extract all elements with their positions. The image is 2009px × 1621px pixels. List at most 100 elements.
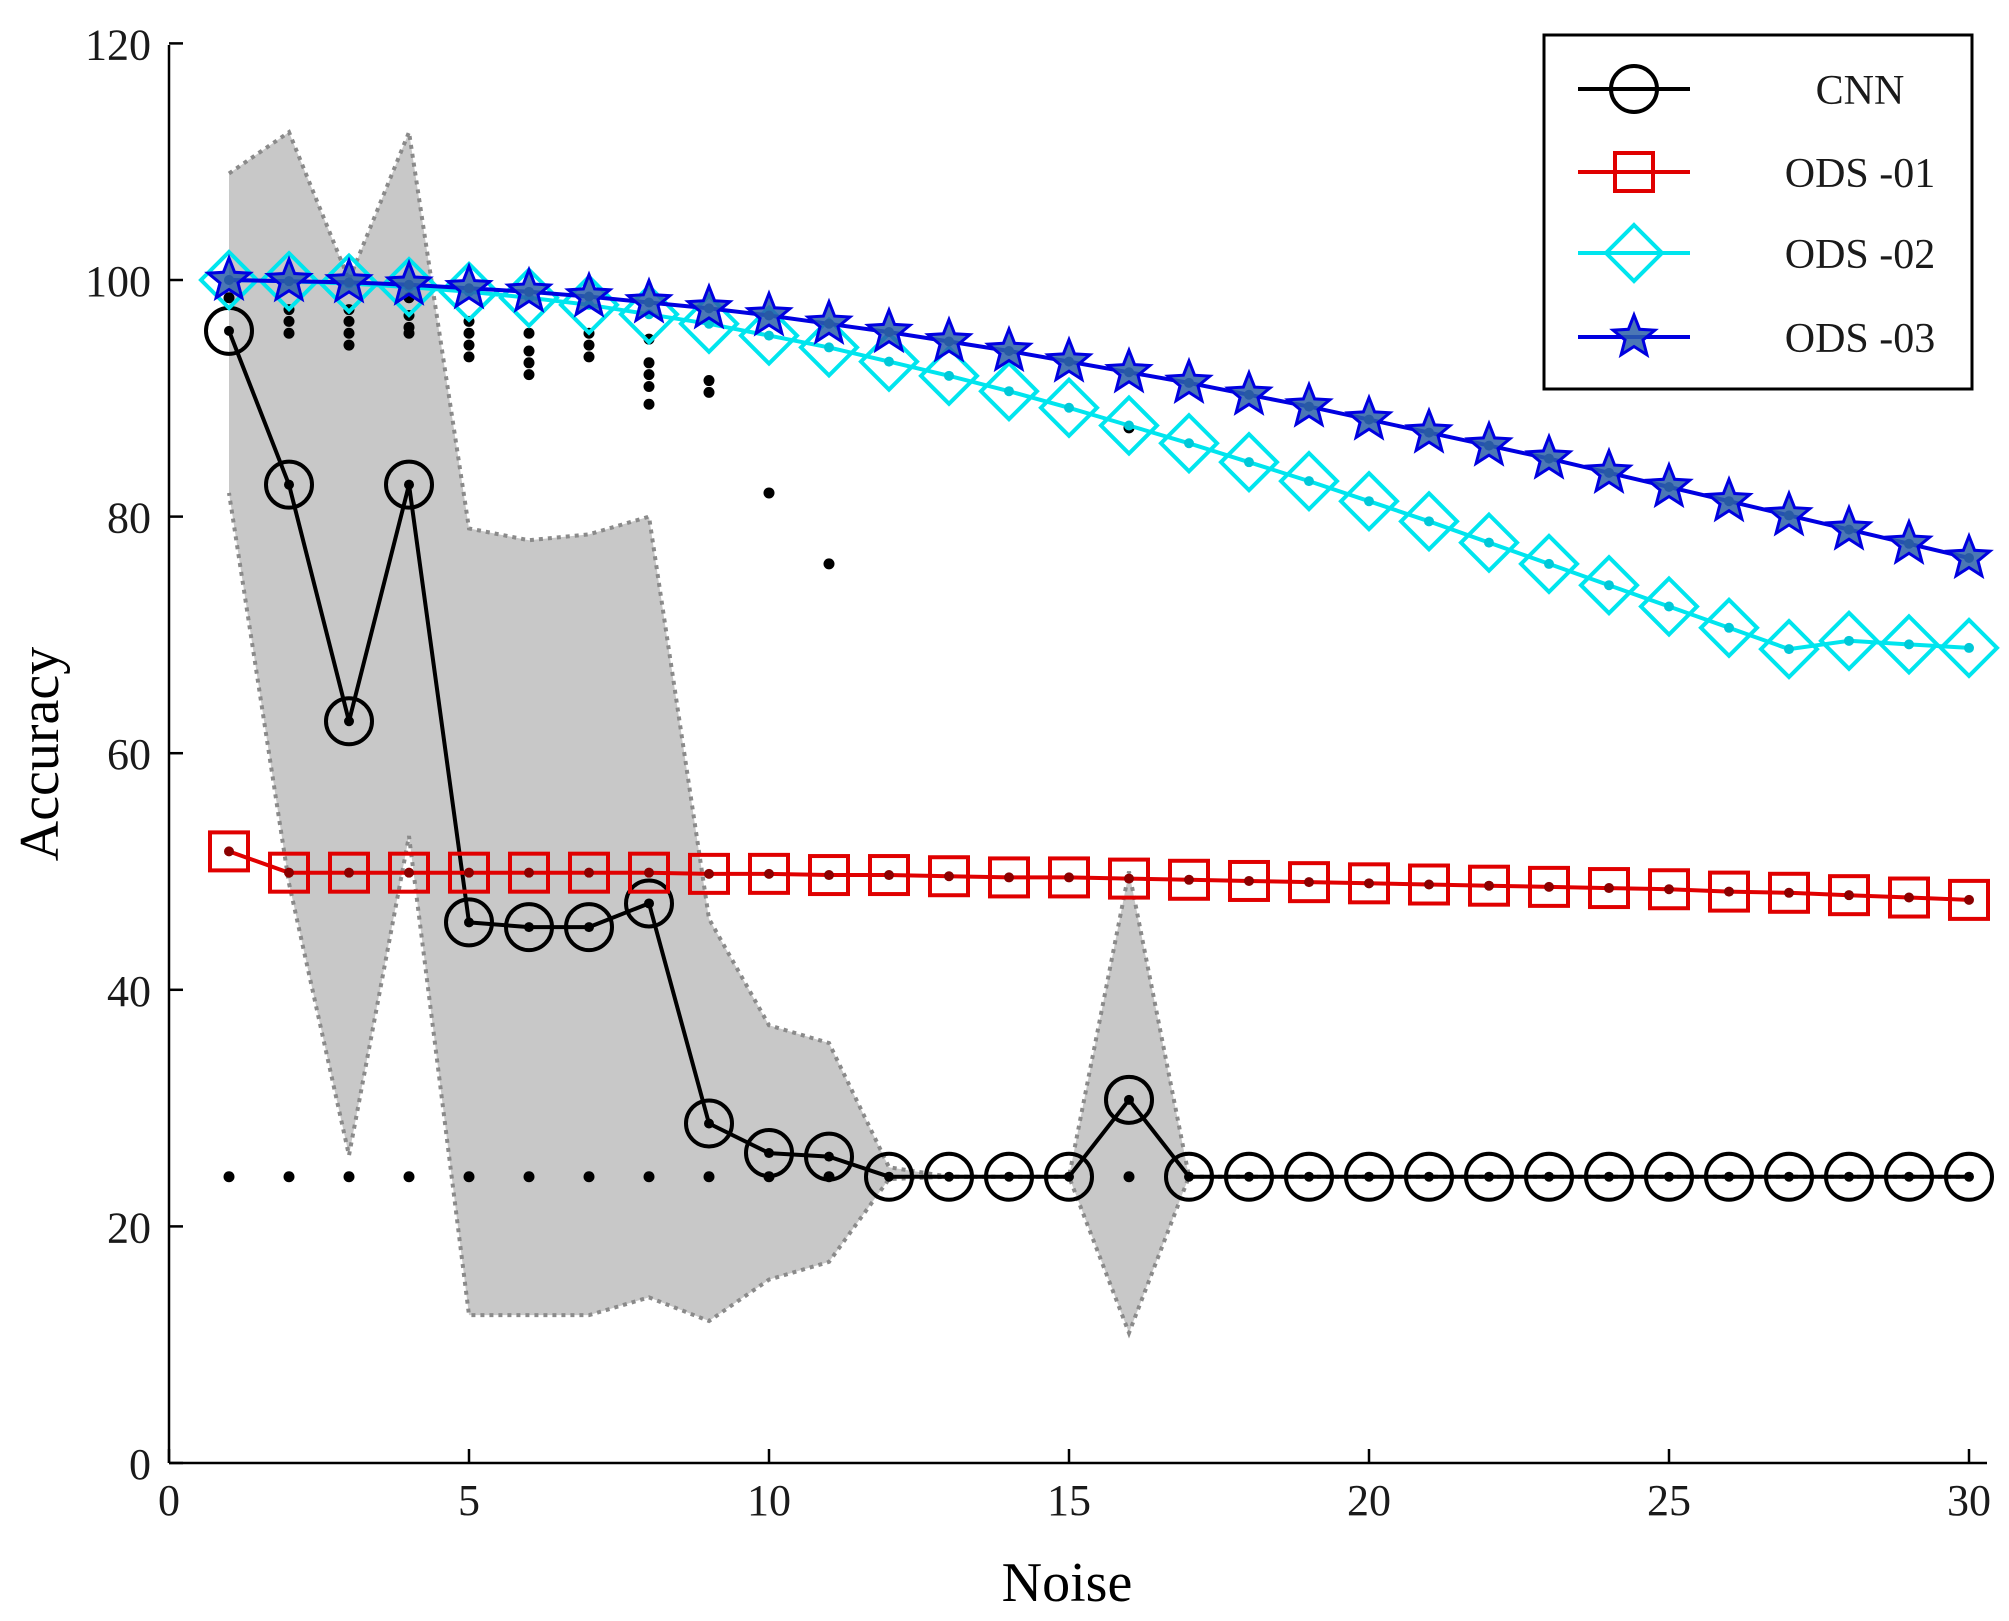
data-marker	[1704, 1151, 1754, 1202]
data-marker	[264, 255, 314, 303]
legend-marker	[1609, 64, 1659, 114]
y-tick-label: 40	[107, 967, 151, 1016]
median-dot	[524, 922, 534, 933]
median-dot	[1544, 881, 1554, 892]
outlier-point	[583, 351, 595, 363]
data-marker	[1104, 346, 1154, 394]
data-marker	[738, 304, 800, 367]
median-dot	[1724, 1171, 1734, 1182]
outlier-point	[643, 357, 655, 369]
data-marker	[978, 360, 1040, 423]
outlier-point	[463, 351, 475, 363]
data-marker	[568, 851, 610, 894]
data-marker	[1278, 450, 1340, 512]
axis-ticks: 0 5 10 15 20 25 30 0 20 40 60 80 100 120	[85, 20, 1991, 1525]
median-dot	[1064, 402, 1074, 413]
median-dot	[1244, 457, 1254, 468]
outlier-point	[283, 315, 295, 327]
data-marker	[388, 851, 430, 894]
data-marker	[688, 852, 730, 895]
median-dot	[1844, 635, 1854, 646]
outlier-point	[283, 327, 295, 339]
data-marker	[1818, 609, 1880, 672]
data-marker	[1944, 1151, 1994, 1202]
data-marker	[918, 344, 980, 407]
median-dot	[584, 922, 594, 933]
median-dot	[1844, 1171, 1854, 1182]
median-dot	[1904, 1171, 1914, 1182]
data-marker	[868, 854, 910, 897]
outlier-point	[403, 1171, 415, 1183]
data-marker	[1948, 878, 1990, 921]
median-dot	[1604, 580, 1614, 591]
data-marker	[624, 276, 674, 324]
outlier-point	[523, 369, 535, 381]
outlier-point	[643, 380, 655, 392]
data-marker	[1468, 864, 1510, 907]
median-dot	[1364, 878, 1374, 889]
median-dot	[1664, 884, 1674, 895]
series-line	[228, 849, 1970, 902]
outlier-point	[463, 339, 475, 351]
median-dot	[1304, 476, 1314, 487]
outlier-point	[583, 1171, 595, 1183]
median-dot	[824, 870, 834, 881]
data-marker	[808, 854, 850, 897]
median-dot	[1004, 386, 1014, 397]
outlier-point	[643, 369, 655, 381]
data-marker	[328, 851, 370, 894]
median-dot	[1544, 1171, 1554, 1182]
data-marker	[984, 324, 1034, 373]
data-marker	[1338, 470, 1400, 533]
data-marker	[384, 258, 434, 306]
median-dot	[884, 1171, 894, 1182]
data-marker	[1048, 856, 1090, 899]
data-marker	[384, 459, 434, 510]
median-dot	[524, 867, 534, 878]
legend-entry-ods-01: ODS -01	[1578, 151, 1935, 197]
data-marker	[1644, 1151, 1694, 1202]
legend-marker	[1603, 222, 1665, 284]
data-marker	[1458, 511, 1520, 574]
outlier-point	[463, 327, 475, 339]
x-tick-label: 0	[158, 1476, 180, 1525]
data-marker	[324, 696, 374, 747]
median-dot	[1424, 516, 1434, 527]
data-marker	[1044, 335, 1094, 383]
data-marker	[1404, 1151, 1454, 1202]
outlier-point	[523, 1171, 535, 1183]
data-marker	[1108, 857, 1150, 900]
median-dot	[344, 716, 354, 727]
legend-label: ODS -02	[1785, 232, 1936, 278]
band-fill	[229, 132, 1969, 1333]
median-dot	[1004, 1171, 1014, 1182]
data-marker	[1584, 446, 1634, 494]
outlier-point	[523, 327, 535, 339]
median-dot	[1604, 883, 1614, 894]
data-marker	[864, 1151, 914, 1202]
data-marker	[1224, 1151, 1274, 1202]
median-dot	[404, 867, 414, 878]
data-marker	[988, 856, 1030, 899]
data-marker	[684, 282, 734, 330]
data-marker	[1528, 865, 1570, 908]
data-marker	[1704, 475, 1754, 523]
series-cnn	[204, 305, 1994, 1202]
median-dot	[644, 898, 654, 909]
median-dot	[824, 342, 834, 353]
y-tick-label: 0	[129, 1440, 151, 1489]
outlier-point	[523, 345, 535, 357]
data-marker	[264, 459, 314, 510]
median-dot	[224, 325, 234, 336]
data-marker	[1104, 1074, 1154, 1125]
data-marker	[564, 902, 614, 953]
median-dot	[1364, 1171, 1374, 1182]
data-marker	[928, 855, 970, 898]
data-marker	[204, 253, 254, 302]
data-marker	[678, 292, 740, 355]
outlier-point	[703, 375, 715, 387]
median-dot	[1124, 873, 1134, 884]
median-dot	[1664, 1171, 1674, 1182]
median-dot	[1424, 1171, 1434, 1182]
median-dot	[404, 479, 414, 490]
